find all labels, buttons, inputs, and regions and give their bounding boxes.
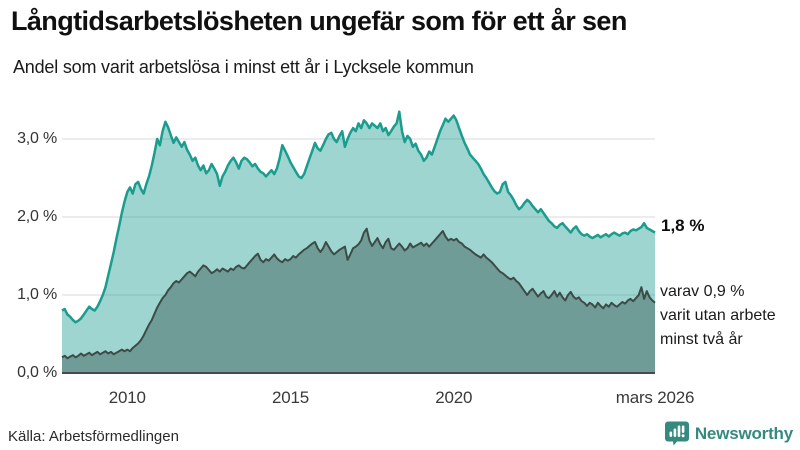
line-two-years <box>61 227 656 360</box>
annotation-line: varav 0,9 % <box>660 283 745 300</box>
newsworthy-chart-bubble-icon <box>664 421 689 446</box>
x-tick-label: 2015 <box>271 388 309 407</box>
annotation-line: varit utan arbete <box>660 307 776 324</box>
y-tick-label: 0,0 % <box>17 364 57 381</box>
chart-subtitle: Andel som varit arbetslösa i minst ett å… <box>13 57 474 77</box>
y-tick-label: 3,0 % <box>17 130 57 147</box>
source-credit: Källa: Arbetsförmedlingen <box>8 428 179 445</box>
x-tick-label: 2020 <box>435 388 473 407</box>
area-fill-two-years <box>62 228 655 373</box>
area-fill-one-year <box>62 111 655 373</box>
newsworthy-logo[interactable]: Newsworthy <box>664 421 793 446</box>
page-title: Långtidsarbetslösheten ungefär som för e… <box>11 6 627 36</box>
series-end-label-one-year: 1,8 % <box>661 216 705 235</box>
y-tick-label: 1,0 % <box>17 286 57 303</box>
series-end-label-two-years: varav 0,9 % varit utan arbete minst två … <box>660 280 776 352</box>
y-tick-label: 2,0 % <box>17 208 57 225</box>
x-tick-label: 2010 <box>108 388 146 407</box>
annotation-line: minst två år <box>660 331 743 348</box>
brand-name: Newsworthy <box>694 423 793 443</box>
x-tick-label: mars 2026 <box>615 388 695 407</box>
line-one-year <box>61 110 656 324</box>
